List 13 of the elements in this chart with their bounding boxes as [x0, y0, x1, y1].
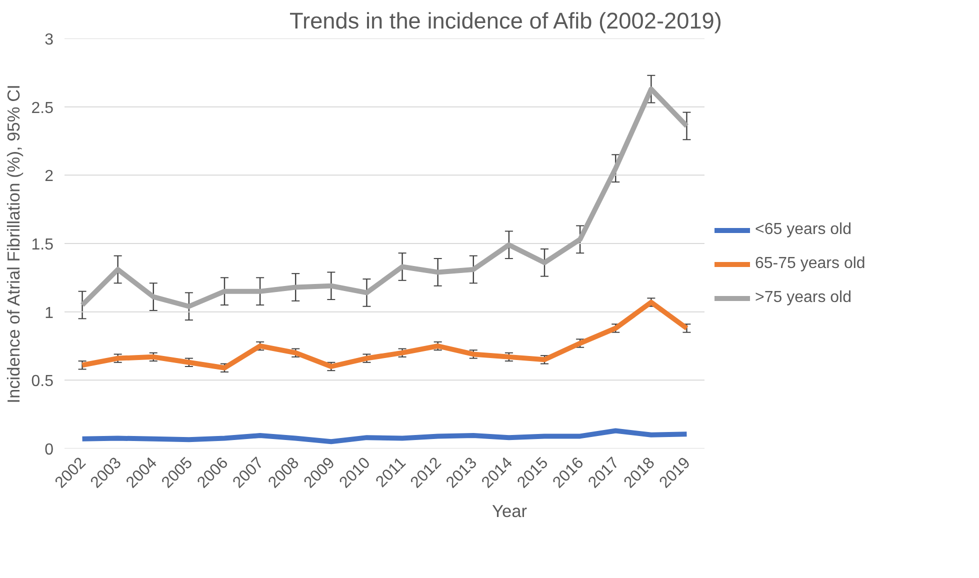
y-tick-label: 2 — [44, 168, 54, 186]
chart-title: Trends in the incidence of Afib (2002-2019) — [290, 8, 722, 34]
y-tick-label: 0 — [44, 442, 54, 458]
legend-label: 65-75 years old — [755, 255, 866, 273]
y-tick-label: 2.5 — [31, 100, 54, 117]
y-tick-label: 1.5 — [31, 236, 54, 254]
y-tick-label: 3 — [44, 32, 54, 48]
legend-label: <65 years old — [755, 221, 852, 239]
y-tick-label: 0.5 — [31, 373, 54, 390]
legend-label: >75 years old — [755, 289, 852, 307]
y-axis-title: Incidence of Atrial Fibrillation (%), 95% CI — [3, 84, 24, 404]
y-tick-label: 1 — [44, 304, 54, 322]
x-axis-title: Year — [492, 501, 528, 522]
